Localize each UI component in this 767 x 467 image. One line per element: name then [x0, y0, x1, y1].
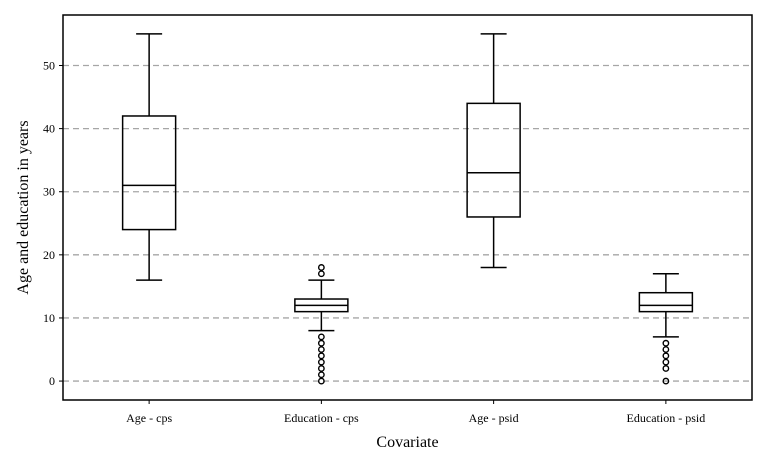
y-tick-label-20: 20 [43, 248, 55, 262]
outlier-point [317, 339, 325, 347]
x-tick-label-3: Education - psid [627, 411, 706, 425]
box-2 [466, 33, 521, 269]
box-iqr [638, 291, 694, 313]
outlier-point [317, 358, 325, 366]
y-tick-label-40: 40 [43, 122, 55, 136]
box-0 [121, 33, 177, 281]
outlier-point [662, 352, 670, 360]
box-iqr [121, 115, 177, 231]
grid-lines [63, 64, 752, 382]
outlier-point [662, 358, 670, 366]
y-tick-label-30: 30 [43, 185, 55, 199]
x-tick-label-1: Education - cps [284, 411, 359, 425]
x-tick-label-0: Age - cps [126, 411, 172, 425]
box-iqr [466, 102, 521, 218]
outlier-point [317, 264, 325, 271]
outlier-point [662, 346, 670, 353]
box-3 [638, 273, 694, 385]
box-plots [121, 33, 694, 385]
outlier-point [662, 339, 670, 347]
outlier-point [317, 377, 325, 385]
outlier-point [317, 333, 325, 341]
plot-area-frame [62, 14, 753, 401]
y-tick-label-50: 50 [43, 58, 55, 72]
axis-ticks: 0 10 20 30 40 50 Age - cps Education - cps Age -… [43, 58, 705, 425]
outlier-point [317, 346, 325, 353]
outlier-point [317, 270, 325, 278]
outlier-point [317, 365, 325, 372]
outlier-point [317, 371, 325, 379]
outlier-point [662, 377, 670, 385]
y-tick-label-10: 10 [43, 311, 55, 325]
outlier-point [317, 352, 325, 360]
y-axis-title: Age and education in years [15, 120, 32, 294]
y-tick-label-0: 0 [49, 374, 55, 388]
box-1 [294, 264, 349, 385]
outlier-point [662, 365, 670, 372]
x-tick-label-2: Age - psid [469, 411, 519, 425]
x-axis-title: Covariate [376, 434, 438, 451]
